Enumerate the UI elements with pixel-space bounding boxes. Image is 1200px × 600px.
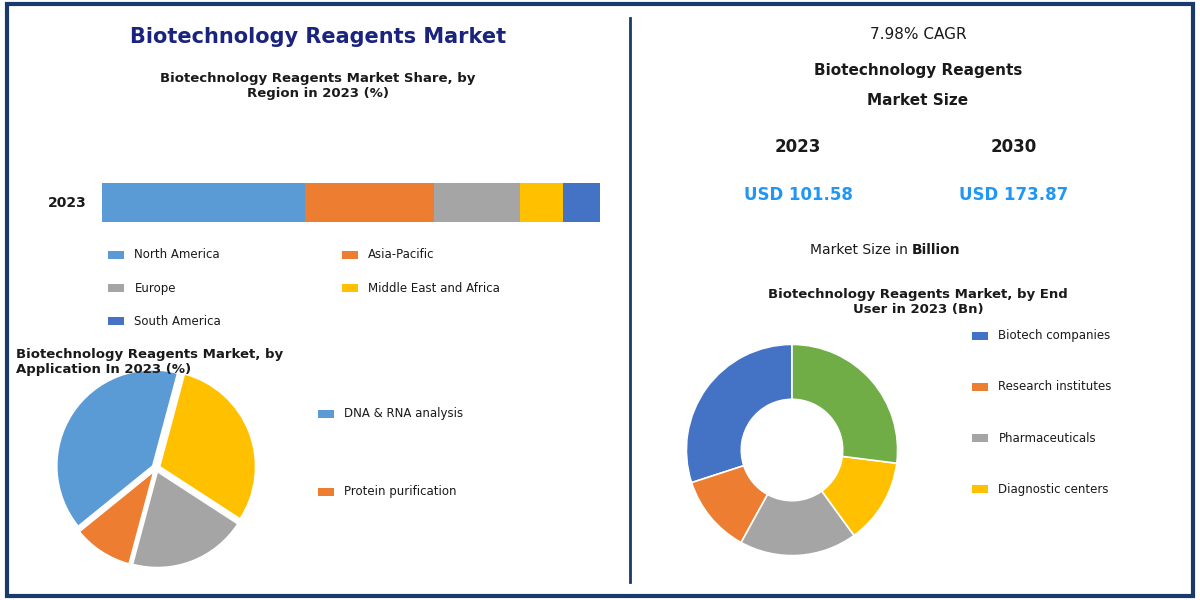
Text: 2023: 2023	[48, 196, 86, 210]
Text: Billion: Billion	[912, 243, 961, 257]
Text: 2023: 2023	[775, 138, 821, 156]
Wedge shape	[160, 374, 256, 519]
Text: North America: North America	[134, 248, 220, 262]
Wedge shape	[792, 344, 898, 463]
Text: Europe: Europe	[134, 281, 176, 295]
Text: 7.98% CAGR: 7.98% CAGR	[870, 27, 966, 42]
Text: Middle East and Africa: Middle East and Africa	[368, 281, 500, 295]
Text: 2030: 2030	[991, 138, 1037, 156]
Wedge shape	[822, 457, 896, 535]
Text: Research institutes: Research institutes	[998, 380, 1111, 394]
Text: USD 101.58: USD 101.58	[744, 186, 852, 204]
Text: Biotechnology Reagents Market Share, by
Region in 2023 (%): Biotechnology Reagents Market Share, by …	[161, 72, 475, 100]
Text: Biotech companies: Biotech companies	[998, 329, 1111, 343]
Text: Market Size: Market Size	[868, 93, 968, 108]
Wedge shape	[742, 491, 854, 556]
Text: Protein purification: Protein purification	[344, 485, 457, 499]
Text: Biotechnology Reagents: Biotechnology Reagents	[814, 63, 1022, 78]
Text: Biotechnology Reagents Market, by
Application In 2023 (%): Biotechnology Reagents Market, by Applic…	[16, 348, 283, 376]
Bar	[434, 182, 520, 223]
Text: Pharmaceuticals: Pharmaceuticals	[998, 431, 1096, 445]
Text: Asia-Pacific: Asia-Pacific	[368, 248, 434, 262]
Text: USD 173.87: USD 173.87	[959, 186, 1069, 204]
Text: Diagnostic centers: Diagnostic centers	[998, 482, 1109, 496]
Wedge shape	[686, 344, 792, 482]
Wedge shape	[691, 466, 768, 542]
Wedge shape	[132, 472, 238, 568]
Text: Biotechnology Reagents Market, by End
User in 2023 (Bn): Biotechnology Reagents Market, by End Us…	[768, 288, 1068, 316]
Text: Biotechnology Reagents Market: Biotechnology Reagents Market	[130, 27, 506, 47]
Wedge shape	[56, 370, 178, 526]
Wedge shape	[79, 471, 154, 564]
Bar	[563, 182, 600, 223]
Text: Market Size in: Market Size in	[810, 243, 912, 257]
Bar	[102, 182, 306, 223]
Bar	[306, 182, 434, 223]
Text: South America: South America	[134, 314, 221, 328]
Text: DNA & RNA analysis: DNA & RNA analysis	[344, 407, 463, 421]
Bar	[520, 182, 563, 223]
